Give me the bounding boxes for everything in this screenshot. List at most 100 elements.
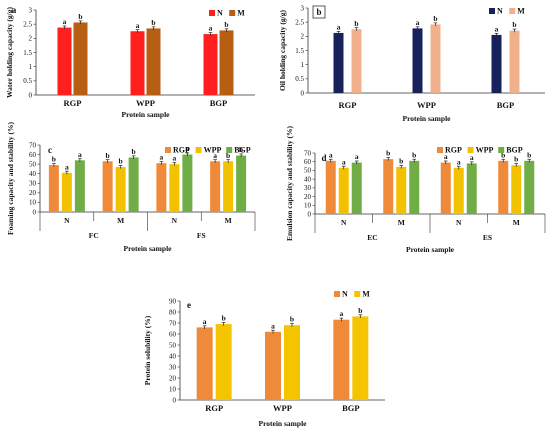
x-tick-label: WPP	[417, 100, 436, 110]
y-tick-label: 1	[301, 61, 305, 69]
y-tick-label: 10	[169, 385, 177, 393]
y-tick-label: 1.5	[295, 47, 304, 55]
y-tick-label: 30	[29, 180, 37, 188]
y-tick-label: 3	[29, 6, 33, 14]
bar-n-wpp	[412, 28, 423, 93]
bar-bgp-m	[128, 157, 139, 212]
y-tick-label: 70	[29, 141, 37, 149]
legend-swatch-n	[334, 291, 340, 297]
bar-rgp-n	[156, 163, 167, 212]
legend-label: N	[342, 290, 348, 299]
y-tick-label: 60	[29, 151, 37, 159]
significance-letter: a	[339, 309, 343, 318]
legend-swatch-m	[509, 8, 516, 14]
significance-letter: b	[106, 151, 110, 160]
x-axis-title: Protein sample	[403, 114, 452, 123]
y-tick-label: 2.5	[23, 20, 32, 28]
legend-swatch-n	[489, 8, 495, 14]
y-tick-label: 2	[29, 35, 33, 43]
bar-m-rgp	[215, 324, 232, 400]
significance-letter: b	[358, 306, 362, 315]
y-axis-title: Emulsion capacity and stability (%)	[285, 125, 294, 241]
significance-letter: b	[224, 20, 228, 29]
legend-label: M	[362, 290, 370, 299]
x-tick-label: WPP	[273, 403, 292, 413]
y-tick-label: 60	[169, 330, 177, 338]
bar-n-wpp	[130, 31, 145, 95]
significance-letter: a	[136, 21, 140, 30]
bar-bgp-m	[409, 160, 420, 214]
bar-rgp-m	[498, 160, 509, 214]
significance-letter: b	[78, 12, 82, 21]
y-tick-label: 60	[304, 158, 312, 166]
significance-letter: b	[132, 147, 136, 156]
bar-wpp-m	[115, 167, 126, 212]
bar-m-wpp	[284, 325, 300, 400]
bar-bgp-n	[74, 160, 85, 212]
x-tick-label: M	[117, 216, 124, 225]
y-tick-label: 3	[301, 4, 305, 12]
panel-letter: e	[187, 300, 191, 310]
significance-letter: b	[354, 19, 358, 28]
significance-letter: b	[151, 18, 155, 27]
y-tick-label: 20	[29, 189, 37, 197]
bar-rgp-m	[383, 159, 394, 214]
bar-bgp-n	[182, 154, 193, 212]
significance-letter: a	[78, 150, 82, 159]
bar-m-wpp	[430, 24, 441, 93]
significance-letter: b	[412, 150, 416, 159]
significance-letter: a	[470, 153, 474, 162]
bar-n-bgp	[203, 34, 218, 95]
y-tick-label: 0	[29, 91, 33, 99]
bar-m-rgp	[73, 22, 88, 95]
y-tick-label: 2.5	[295, 18, 304, 26]
legend-label: BGP	[506, 146, 523, 155]
panel-letter: d	[321, 153, 326, 163]
y-tick-label: 80	[169, 308, 177, 316]
significance-letter: b	[226, 151, 230, 160]
legend-swatch-m	[229, 10, 236, 16]
significance-letter: b	[290, 315, 294, 324]
bar-m-bgp	[352, 316, 369, 400]
y-tick-label: 1.5	[23, 49, 32, 57]
bar-n-rgp	[196, 327, 213, 400]
bar-n-wpp	[265, 331, 281, 400]
y-tick-label: 10	[304, 202, 312, 210]
legend-label: M	[237, 9, 245, 18]
y-axis-title: Foaming capacity and stability (%)	[6, 122, 15, 235]
legend-swatch-wpp	[467, 147, 474, 153]
y-axis-title: Protein solubility (%)	[143, 315, 152, 385]
chart-panel-a: 0 0.5 1 1.5 2 2.5 3 a b RGP a b WPP a b BGP Protein samp…	[5, 5, 255, 119]
legend-label: WPP	[476, 146, 494, 155]
bar-bgp-n	[351, 162, 362, 214]
significance-letter: b	[222, 314, 226, 323]
x-tick-label: N	[172, 216, 178, 225]
y-tick-label: 0	[308, 210, 312, 218]
legend-swatch-n	[209, 10, 215, 16]
x-tick-label: RGP	[64, 98, 82, 108]
x-tick-label: WPP	[136, 98, 155, 108]
y-tick-label: 40	[169, 352, 177, 360]
significance-letter: a	[355, 152, 359, 161]
x-tick-label: BGP	[210, 98, 227, 108]
bar-m-rgp	[351, 29, 362, 93]
legend-label: N	[497, 7, 503, 16]
y-tick-label: 70	[304, 149, 312, 157]
significance-letter: a	[209, 24, 213, 33]
bar-wpp-m	[511, 165, 522, 214]
x-tick-label: N	[456, 218, 462, 227]
legend: RGP WPP BGP	[165, 146, 251, 155]
bar-rgp-n	[48, 165, 59, 212]
significance-letter: a	[416, 18, 420, 27]
significance-letter: a	[65, 162, 69, 171]
x-tick-label: RGP	[205, 403, 223, 413]
x-tick-label: M	[225, 216, 232, 225]
panel-letter-box	[312, 5, 326, 19]
x-tick-label: BGP	[497, 100, 514, 110]
legend-swatch-m	[354, 291, 361, 297]
bar-n-bgp	[333, 319, 350, 400]
